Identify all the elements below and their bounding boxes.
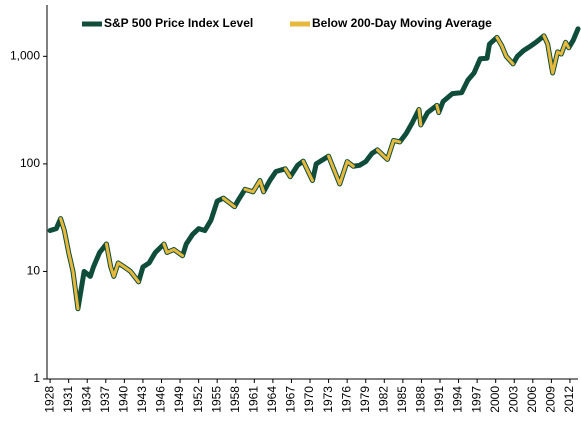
series-line <box>47 26 581 312</box>
x-tick-label: 1931 <box>61 386 75 413</box>
x-tick-label: 1994 <box>451 386 465 413</box>
x-tick-label: 2000 <box>488 386 502 413</box>
x-tick-label: 1949 <box>172 386 186 413</box>
x-tick-label: 1967 <box>284 386 298 413</box>
x-tick-label: 1973 <box>321 386 335 413</box>
y-tick-label: 1 <box>33 371 40 385</box>
x-tick-label: 1988 <box>414 386 428 413</box>
x-tick-label: 1970 <box>302 386 316 413</box>
x-tick-label: 1958 <box>228 386 242 413</box>
x-tick-label: 1943 <box>135 386 149 413</box>
x-tick-label: 1955 <box>209 386 223 413</box>
x-tick-label: 1937 <box>98 386 112 413</box>
x-tick-label: 1997 <box>469 386 483 413</box>
y-tick-label: 1,000 <box>10 48 40 62</box>
x-tick-label: 1991 <box>432 386 446 413</box>
x-tick-label: 1961 <box>246 386 260 413</box>
x-tick-label: 1964 <box>265 386 279 413</box>
x-tick-label: 2006 <box>525 386 539 413</box>
series-line <box>59 34 571 311</box>
x-tick-label: 1952 <box>191 386 205 413</box>
legend-label: Below 200-Day Moving Average <box>312 16 492 30</box>
x-tick-label: 1982 <box>376 386 390 413</box>
x-tick-label: 1934 <box>79 386 93 413</box>
x-tick-label: 2012 <box>562 386 576 413</box>
x-tick-label: 1946 <box>154 386 168 413</box>
legend-label: S&P 500 Price Index Level <box>104 16 253 30</box>
x-tick-label: 1940 <box>117 386 131 413</box>
y-tick-label: 10 <box>27 264 41 278</box>
x-tick-label: 2003 <box>506 386 520 413</box>
y-tick-label: 100 <box>20 156 40 170</box>
x-tick-label: 1979 <box>358 386 372 413</box>
x-tick-label: 2009 <box>544 386 558 413</box>
x-tick-label: 1985 <box>395 386 409 413</box>
x-tick-label: 1976 <box>339 386 353 413</box>
x-tick-label: 1928 <box>42 386 56 413</box>
